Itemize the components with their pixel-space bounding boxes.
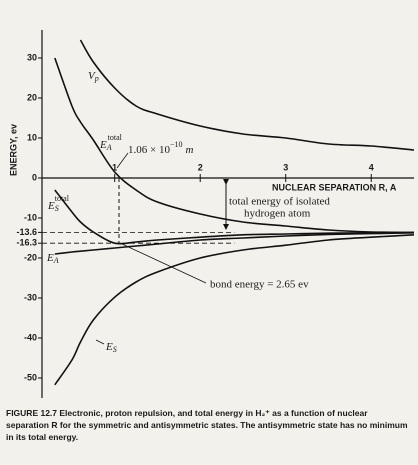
x-tick-label: 3 <box>283 162 288 172</box>
curve-label: ES <box>105 341 117 354</box>
curve-label-name: E <box>46 252 54 264</box>
atom-annotation: hydrogen atom <box>244 208 311 220</box>
x-tick-label: 1 <box>112 162 117 172</box>
curve <box>54 232 414 255</box>
chart: ENERGY, ev NUCLEAR SEPARATION R, A 1.06 … <box>8 30 414 398</box>
curve-label-sub: S <box>113 345 117 354</box>
separation-base: 1.06 × 10 <box>128 144 170 156</box>
y-tick-label: -10 <box>24 212 37 222</box>
curve-label: EAtotal <box>99 133 123 152</box>
curve <box>54 57 414 234</box>
curve-label-name: E <box>47 200 55 212</box>
y-tick-label: -30 <box>24 292 37 302</box>
curve <box>54 234 414 386</box>
curve-label: Vp <box>88 70 99 83</box>
y-tick-label: -16.3 <box>16 238 37 248</box>
curve-label-sub: p <box>94 74 99 83</box>
curve-label-sub: S <box>55 204 59 213</box>
separation-annotation: 1.06 × 10−10 m <box>128 140 193 156</box>
atom-annotation: total energy of isolated <box>229 196 330 208</box>
y-tick-label: 10 <box>27 132 37 142</box>
curve-label-name: E <box>105 341 113 353</box>
curve <box>54 189 414 245</box>
separation-leader <box>116 152 129 169</box>
bond-annotation: bond energy = 2.65 ev <box>210 279 309 291</box>
curve-label-sup: total <box>55 194 70 203</box>
x-tick-label: 4 <box>369 162 374 172</box>
curve-label-sub: A <box>106 143 112 152</box>
x-tick-label: 2 <box>198 162 203 172</box>
separation-exp: −10 <box>170 140 183 149</box>
plot-area <box>54 39 414 386</box>
bond-leader <box>119 242 207 284</box>
y-tick-label: -20 <box>24 252 37 262</box>
curve-label: EStotal <box>47 194 70 213</box>
curve-label: EA <box>46 252 59 265</box>
curve <box>79 39 414 151</box>
curve-label-name: V <box>88 70 96 82</box>
curve-label-name: E <box>99 139 107 151</box>
y-tick-label: 20 <box>27 92 37 102</box>
y-tick-label: -13.6 <box>16 227 37 237</box>
y-tick-label: -40 <box>24 332 37 342</box>
y-tick-label: -50 <box>24 372 37 382</box>
caption: FIGURE 12.7 Electronic, proton repulsion… <box>6 408 408 442</box>
x-axis-label: NUCLEAR SEPARATION R, A <box>272 182 397 192</box>
separation-unit: m <box>185 144 193 156</box>
curve-label-sub: A <box>53 256 59 265</box>
y-axis-label: ENERGY, ev <box>8 124 18 176</box>
y-tick-label: 30 <box>27 52 37 62</box>
es-leader <box>95 339 105 345</box>
y-tick-label: 0 <box>32 172 37 182</box>
curve-label-sup: total <box>108 133 123 142</box>
